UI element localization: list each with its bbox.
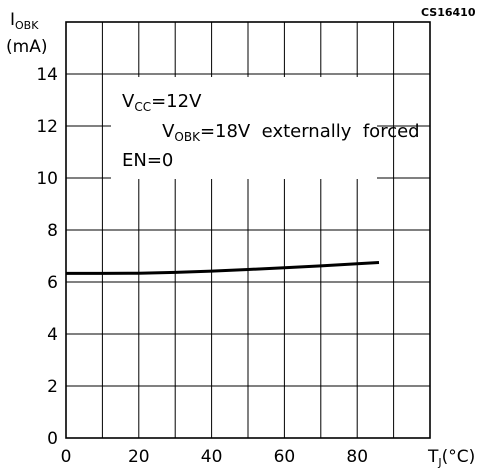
y-tick-label: 12: [36, 117, 58, 137]
y-tick-label: 4: [47, 325, 58, 345]
y-tick-label: 10: [36, 169, 58, 189]
x-tick-label: 60: [274, 447, 296, 467]
x-tick-label: 40: [201, 447, 223, 467]
annotation-line-1: VCC=12V: [122, 91, 202, 114]
plot-frame: [65, 21, 431, 439]
x-tick-labels: 0 20 40 60 80: [61, 447, 368, 467]
annotation-box: [111, 77, 377, 179]
x-tick-label: 80: [346, 447, 368, 467]
y-tick-label: 6: [47, 273, 58, 293]
y-tick-labels: 0 2 4 6 8 10 12 14: [36, 65, 58, 449]
y-axis-unit: (mA): [6, 37, 47, 57]
y-tick-label: 8: [47, 221, 58, 241]
series-line: [66, 261, 380, 275]
annotation-line-2: VOBK=18V externally forced: [122, 121, 448, 144]
y-tick-label: 0: [47, 429, 58, 449]
annotation-text: VCC=12V VOBK=18V externally forced EN=0: [122, 91, 448, 171]
series-group: [66, 261, 380, 275]
x-axis-label: TJ(°C): [427, 447, 475, 469]
y-tick-label: 14: [36, 65, 58, 85]
y-tick-label: 2: [47, 377, 58, 397]
x-tick-label: 20: [128, 447, 150, 467]
y-axis-label: IOBK: [10, 10, 39, 32]
figure-code: CS16410: [421, 6, 476, 19]
annotation-line-3: EN=0: [122, 150, 173, 171]
x-tick-label: 0: [61, 447, 72, 467]
